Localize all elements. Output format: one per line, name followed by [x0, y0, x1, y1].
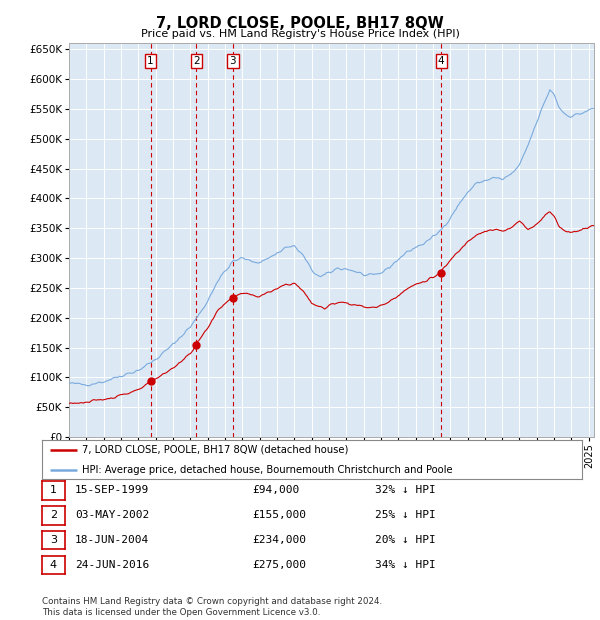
Text: 32% ↓ HPI: 32% ↓ HPI: [375, 485, 436, 495]
Text: 15-SEP-1999: 15-SEP-1999: [75, 485, 149, 495]
Text: 4: 4: [438, 56, 445, 66]
Text: HPI: Average price, detached house, Bournemouth Christchurch and Poole: HPI: Average price, detached house, Bour…: [83, 465, 453, 475]
Text: £234,000: £234,000: [252, 535, 306, 545]
Text: 34% ↓ HPI: 34% ↓ HPI: [375, 560, 436, 570]
Text: 2: 2: [193, 56, 199, 66]
Text: £94,000: £94,000: [252, 485, 299, 495]
Text: 4: 4: [50, 560, 57, 570]
Text: 24-JUN-2016: 24-JUN-2016: [75, 560, 149, 570]
Text: 3: 3: [230, 56, 236, 66]
Text: 1: 1: [147, 56, 154, 66]
Text: Contains HM Land Registry data © Crown copyright and database right 2024.
This d: Contains HM Land Registry data © Crown c…: [42, 598, 382, 617]
Text: 03-MAY-2002: 03-MAY-2002: [75, 510, 149, 520]
Text: 7, LORD CLOSE, POOLE, BH17 8QW (detached house): 7, LORD CLOSE, POOLE, BH17 8QW (detached…: [83, 445, 349, 455]
Text: 2: 2: [50, 510, 57, 520]
Text: Price paid vs. HM Land Registry's House Price Index (HPI): Price paid vs. HM Land Registry's House …: [140, 29, 460, 38]
Text: 18-JUN-2004: 18-JUN-2004: [75, 535, 149, 545]
Text: 25% ↓ HPI: 25% ↓ HPI: [375, 510, 436, 520]
Text: 7, LORD CLOSE, POOLE, BH17 8QW: 7, LORD CLOSE, POOLE, BH17 8QW: [156, 16, 444, 30]
Text: £155,000: £155,000: [252, 510, 306, 520]
Text: 1: 1: [50, 485, 57, 495]
Text: £275,000: £275,000: [252, 560, 306, 570]
Text: 3: 3: [50, 535, 57, 545]
Text: 20% ↓ HPI: 20% ↓ HPI: [375, 535, 436, 545]
